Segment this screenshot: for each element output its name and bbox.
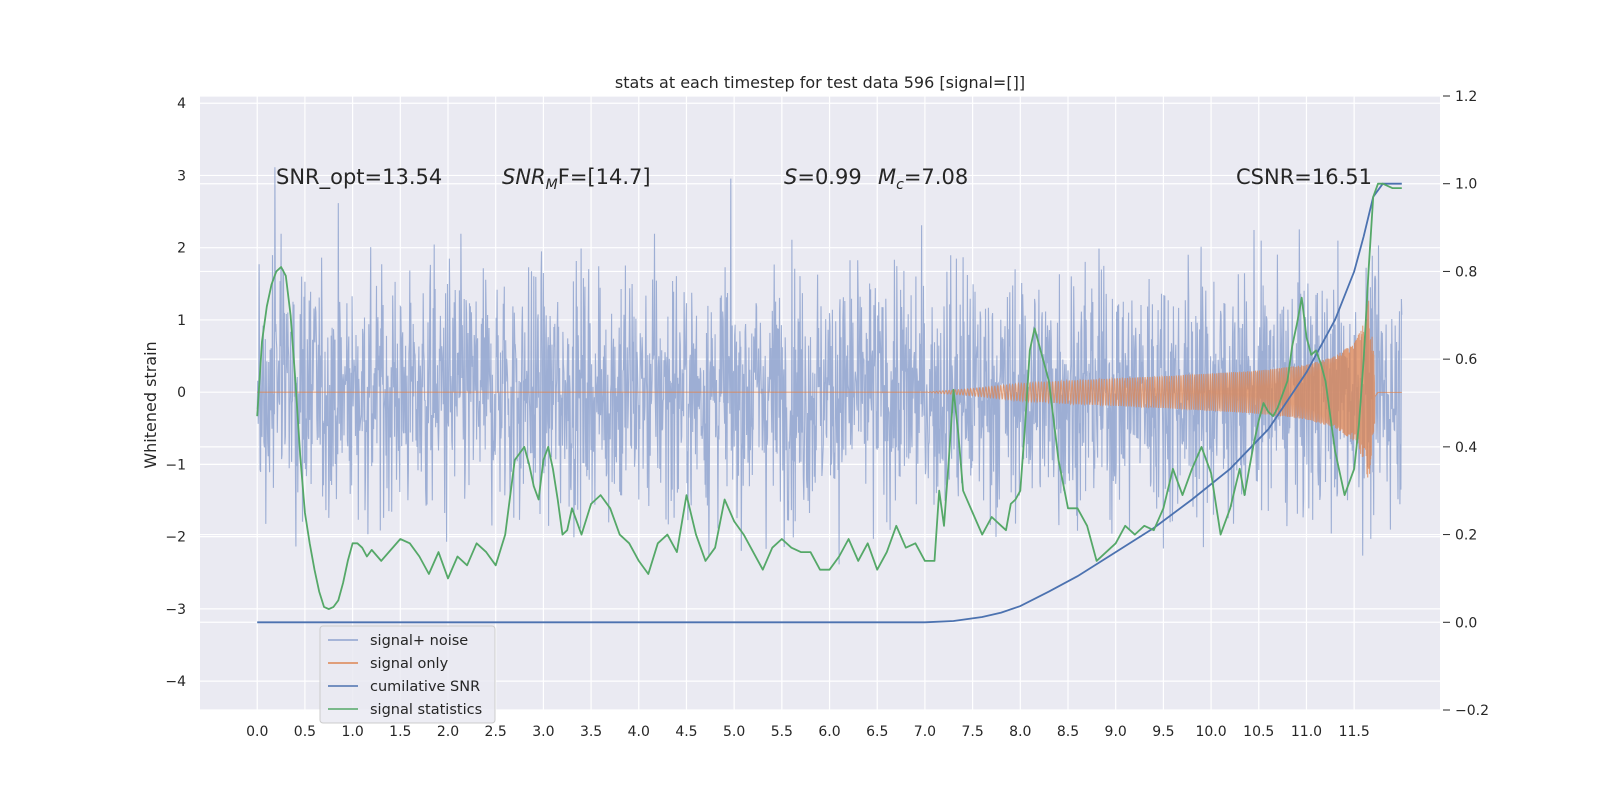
mc-annotation: Mc=7.08 (878, 165, 968, 193)
legend-label-signal-noise: signal+ noise (370, 633, 468, 649)
y-tick-label: 2 (177, 241, 186, 257)
signal-only-series (257, 300, 1402, 478)
y-axis-label: Whitened strain (141, 341, 160, 468)
legend: signal+ noise signal only cumilative SNR… (319, 625, 496, 724)
chart-title: stats at each timestep for test data 596… (615, 73, 1025, 92)
y-tick-label: 3 (177, 168, 186, 184)
x-tick-label: 0.0 (246, 724, 268, 740)
x-tick-label: 8.5 (1057, 724, 1079, 740)
x-tick-label: 10.5 (1243, 724, 1274, 740)
x-tick-label: 8.0 (1009, 724, 1031, 740)
y-tick-label: −2 (165, 530, 186, 546)
legend-label-signal-only: signal only (370, 656, 449, 672)
csnr-annotation: CSNR=16.51 (1236, 165, 1372, 189)
x-tick-label: 3.0 (532, 724, 554, 740)
y2-tick-label: 0.4 (1455, 440, 1477, 456)
x-tick-label: 10.0 (1195, 724, 1226, 740)
x-tick-label: 7.0 (914, 724, 936, 740)
y-axis-ticks: 4 3 2 1 0 −1 −2 −3 −4 (165, 96, 186, 690)
x-tick-label: 5.0 (723, 724, 745, 740)
signal-statistics-series (256, 182, 1402, 610)
y-tick-label: 0 (177, 385, 186, 401)
x-tick-label: 9.5 (1152, 724, 1174, 740)
y-tick-label: −1 (165, 457, 186, 473)
snr-mf-rest: F=[14.7] (558, 165, 651, 189)
snr-mf-main: SNR (502, 165, 546, 189)
legend-box (319, 625, 496, 724)
x-tick-label: 2.5 (485, 724, 507, 740)
s-main: S (784, 165, 797, 189)
x-tick-label: 2.0 (437, 724, 459, 740)
y-tick-label: −3 (165, 602, 186, 618)
y2-tick-label: 0.0 (1455, 615, 1477, 631)
y2-tick-label: 0.6 (1455, 352, 1477, 368)
x-tick-label: 11.5 (1339, 724, 1370, 740)
s-rest: =0.99 (797, 165, 861, 189)
x-tick-label: 1.0 (341, 724, 363, 740)
x-tick-label: 6.0 (818, 724, 840, 740)
x-tick-label: 6.5 (866, 724, 888, 740)
x-tick-label: 5.5 (771, 724, 793, 740)
x-tick-label: 4.5 (675, 724, 697, 740)
legend-label-cumulative-snr: cumilative SNR (370, 679, 480, 695)
y-tick-label: 1 (177, 313, 186, 329)
y2-tick-label: 1.2 (1455, 89, 1477, 105)
mc-sub: c (896, 177, 904, 193)
signal-statistics-line (256, 182, 1402, 610)
cumulative-snr-line (257, 182, 1402, 624)
y-tick-label: 4 (177, 96, 186, 112)
x-tick-label: 7.5 (961, 724, 983, 740)
legend-label-signal-statistics: signal statistics (370, 702, 482, 718)
mc-rest: =7.08 (904, 165, 968, 189)
y2-tick-label: 0.2 (1455, 528, 1477, 544)
x-axis-ticks: 0.0 0.5 1.0 1.5 2.0 2.5 3.0 3.5 4.0 4.5 5.0 5.5 6.0 6… (246, 724, 1370, 740)
x-tick-label: 1.5 (389, 724, 411, 740)
x-tick-label: 4.0 (628, 724, 650, 740)
x-tick-label: 3.5 (580, 724, 602, 740)
y2-axis-ticks: 1.2 1.0 0.8 0.6 0.4 0.2 0.0 −0.2 (1443, 89, 1489, 719)
x-tick-label: 0.5 (294, 724, 316, 740)
s-annotation: S=0.99 (784, 165, 862, 189)
cumulative-snr-series (257, 182, 1402, 624)
y2-tick-label: 0.8 (1455, 264, 1477, 280)
x-tick-label: 9.0 (1105, 724, 1127, 740)
y2-tick-label: 1.0 (1455, 177, 1477, 193)
snr-mf-annotation: SNRMF=[14.7] (502, 165, 651, 193)
y2-tick-label: −0.2 (1455, 703, 1489, 719)
signal-only-line (257, 300, 1402, 478)
mc-main: M (878, 165, 896, 189)
y-tick-label: −4 (165, 674, 186, 690)
snr-mf-sub: M (546, 177, 558, 193)
x-tick-label: 11.0 (1291, 724, 1322, 740)
snr-opt-annotation: SNR_opt=13.54 (276, 165, 442, 190)
